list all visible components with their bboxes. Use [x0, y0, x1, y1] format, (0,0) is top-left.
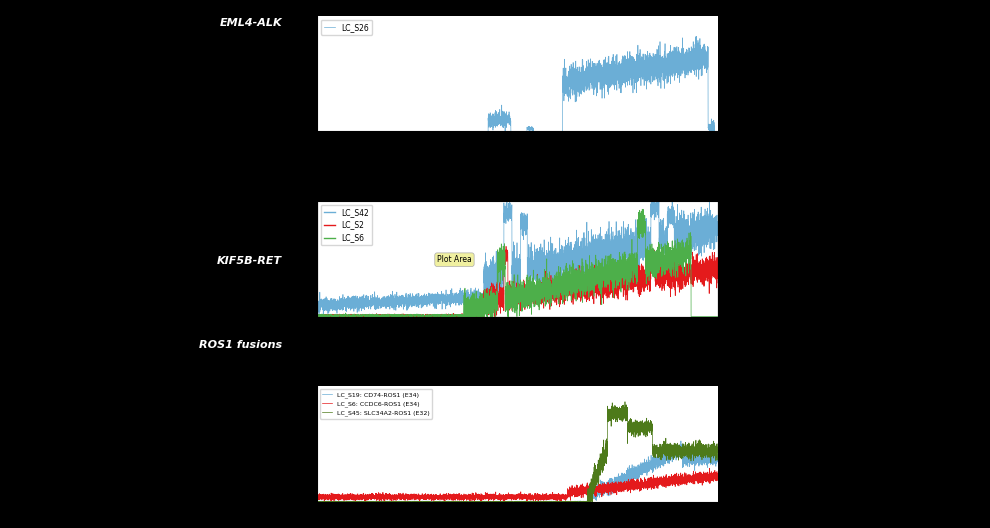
LC_S2	[709, 262, 721, 269]
LC_S6	[311, 313, 323, 319]
LC_S42	[311, 304, 323, 310]
X-axis label: Position  on  ALK transcript  (NM_004304): Position on ALK transcript (NM_004304)	[438, 156, 597, 165]
LC_S45: SLC34A2-ROS1 (E32): (2.9e+03, 0.144): SLC34A2-ROS1 (E32): (2.9e+03, 0.144)	[456, 498, 468, 505]
LC_S42	[709, 220, 721, 226]
Text: KIF5B-RET: KIF5B-RET	[217, 256, 282, 266]
LC_S19: CD74-ROS1 (E34): (0, 6.03): CD74-ROS1 (E34): (0, 6.03)	[311, 498, 323, 504]
LC_S19: CD74-ROS1 (E34): (7.26e+03, 1.31e+03): CD74-ROS1 (E34): (7.26e+03, 1.31e+03)	[675, 438, 687, 444]
LC_S6: CCDC6-ROS1 (E34): (5.08e+03, 168): CCDC6-ROS1 (E34): (5.08e+03, 168)	[565, 491, 577, 497]
LC_S19: CD74-ROS1 (E34): (4.73e+03, 7.11): CD74-ROS1 (E34): (4.73e+03, 7.11)	[548, 498, 560, 504]
Y-axis label: Read  depth: Read depth	[278, 51, 287, 97]
LC_S45: SLC34A2-ROS1 (E32): (1, 0): SLC34A2-ROS1 (E32): (1, 0)	[311, 498, 323, 505]
LC_S45: SLC34A2-ROS1 (E32): (6.15e+03, 2.16e+03): SLC34A2-ROS1 (E32): (6.15e+03, 2.16e+03)	[619, 399, 631, 405]
LC_S2	[404, 314, 416, 320]
LC_S42	[462, 295, 474, 301]
LC_S45: SLC34A2-ROS1 (E32): (6.36e+03, 1.62e+03): SLC34A2-ROS1 (E32): (6.36e+03, 1.62e+03)	[630, 423, 642, 430]
LC_S6	[709, 314, 721, 320]
Legend: LC_S19: CD74-ROS1 (E34), LC_S6: CCDC6-ROS1 (E34), LC_S45: SLC34A2-ROS1 (E32): LC_S19: CD74-ROS1 (E34), LC_S6: CCDC6-RO…	[320, 389, 432, 419]
LC_S6: CCDC6-ROS1 (E34): (344, 0): CCDC6-ROS1 (E34): (344, 0)	[328, 498, 340, 505]
LC_S19: CD74-ROS1 (E34): (5.08e+03, 2.35): CD74-ROS1 (E34): (5.08e+03, 2.35)	[565, 498, 577, 505]
LC_S6: CCDC6-ROS1 (E34): (8e+03, 589): CCDC6-ROS1 (E34): (8e+03, 589)	[712, 471, 724, 477]
LC_S6: CCDC6-ROS1 (E34): (0, 111): CCDC6-ROS1 (E34): (0, 111)	[311, 493, 323, 499]
LC_S6	[712, 314, 724, 320]
X-axis label: Position on RET transcript (NM_020975): Position on RET transcript (NM_020975)	[441, 341, 594, 350]
LC_S42	[404, 297, 416, 304]
LC_S42	[645, 195, 657, 201]
LC_S19: CD74-ROS1 (E34): (6.36e+03, 656): CD74-ROS1 (E34): (6.36e+03, 656)	[630, 468, 642, 475]
LC_S2	[408, 313, 420, 319]
LC_S45: SLC34A2-ROS1 (E32): (8e+03, 1.07e+03): SLC34A2-ROS1 (E32): (8e+03, 1.07e+03)	[712, 449, 724, 456]
LC_S6	[638, 206, 649, 212]
LC_S2	[406, 313, 418, 319]
LC_S6: CCDC6-ROS1 (E34): (6.36e+03, 373): CCDC6-ROS1 (E34): (6.36e+03, 373)	[630, 481, 642, 487]
LC_S42	[406, 299, 418, 306]
Line: LC_S6: LC_S6	[317, 209, 718, 317]
LC_S6	[406, 312, 418, 318]
Line: LC_S6: CCDC6-ROS1 (E34): LC_S6: CCDC6-ROS1 (E34)	[317, 468, 718, 502]
LC_S2	[712, 262, 724, 269]
LC_S42	[318, 311, 330, 317]
LC_S19: CD74-ROS1 (E34): (2.9e+03, 2.26): CD74-ROS1 (E34): (2.9e+03, 2.26)	[456, 498, 468, 505]
LC_S45: SLC34A2-ROS1 (E32): (403, 0.41): SLC34A2-ROS1 (E32): (403, 0.41)	[331, 498, 343, 505]
LC_S6: CCDC6-ROS1 (E34): (5.93e+03, 297): CCDC6-ROS1 (E34): (5.93e+03, 297)	[608, 485, 620, 491]
LC_S45: SLC34A2-ROS1 (E32): (4.73e+03, 2.92): SLC34A2-ROS1 (E32): (4.73e+03, 2.92)	[548, 498, 560, 505]
Y-axis label: Read  depth
(LC_S42, LC_S2): Read depth (LC_S42, LC_S2)	[278, 233, 290, 284]
Y-axis label: Read  depth: Read depth	[273, 421, 282, 467]
LC_S6	[462, 304, 474, 310]
LC_S2	[491, 281, 503, 288]
Legend: LC_S26: LC_S26	[321, 20, 372, 35]
Legend: LC_S42, LC_S2, LC_S6: LC_S42, LC_S2, LC_S6	[321, 205, 372, 246]
LC_S45: SLC34A2-ROS1 (E32): (5.93e+03, 1.94e+03): SLC34A2-ROS1 (E32): (5.93e+03, 1.94e+03)	[608, 409, 620, 415]
LC_S2	[462, 312, 474, 318]
LC_S19: CD74-ROS1 (E34): (8e+03, 975): CD74-ROS1 (E34): (8e+03, 975)	[712, 454, 724, 460]
LC_S19: CD74-ROS1 (E34): (403, 3.37): CD74-ROS1 (E34): (403, 3.37)	[331, 498, 343, 505]
LC_S6: CCDC6-ROS1 (E34): (403, 113): CCDC6-ROS1 (E34): (403, 113)	[331, 493, 343, 499]
LC_S45: SLC34A2-ROS1 (E32): (0, 4.38): SLC34A2-ROS1 (E32): (0, 4.38)	[311, 498, 323, 505]
LC_S6: CCDC6-ROS1 (E34): (2.9e+03, 107): CCDC6-ROS1 (E34): (2.9e+03, 107)	[456, 494, 468, 500]
LC_S6	[491, 296, 503, 303]
LC_S45: SLC34A2-ROS1 (E32): (5.08e+03, 2.17): SLC34A2-ROS1 (E32): (5.08e+03, 2.17)	[565, 498, 577, 505]
LC_S6	[408, 313, 420, 319]
Text: EML4-ALK: EML4-ALK	[220, 18, 282, 29]
LC_S19: CD74-ROS1 (E34): (4, 0): CD74-ROS1 (E34): (4, 0)	[311, 498, 323, 505]
LC_S2	[311, 314, 323, 320]
LC_S19: CD74-ROS1 (E34): (5.93e+03, 365): CD74-ROS1 (E34): (5.93e+03, 365)	[608, 482, 620, 488]
LC_S2	[500, 243, 512, 250]
LC_S6: CCDC6-ROS1 (E34): (7.84e+03, 721): CCDC6-ROS1 (E34): (7.84e+03, 721)	[704, 465, 716, 472]
Line: LC_S2: LC_S2	[317, 247, 718, 317]
LC_S42	[712, 219, 724, 225]
Text: ROS1 fusions: ROS1 fusions	[199, 340, 282, 350]
LC_S42	[491, 263, 503, 269]
Line: LC_S45: SLC34A2-ROS1 (E32): LC_S45: SLC34A2-ROS1 (E32)	[317, 402, 718, 502]
LC_S6	[313, 314, 325, 320]
LC_S6: CCDC6-ROS1 (E34): (4.73e+03, 97.5): CCDC6-ROS1 (E34): (4.73e+03, 97.5)	[548, 494, 560, 500]
LC_S2	[311, 313, 323, 319]
Line: LC_S19: CD74-ROS1 (E34): LC_S19: CD74-ROS1 (E34)	[317, 441, 718, 502]
Y-axis label: Read  depth
(LC_S96): Read depth (LC_S96)	[740, 240, 751, 278]
Text: Plot Area: Plot Area	[438, 255, 472, 264]
LC_S42	[408, 295, 420, 301]
Line: LC_S42: LC_S42	[317, 198, 718, 314]
LC_S6	[404, 312, 416, 318]
